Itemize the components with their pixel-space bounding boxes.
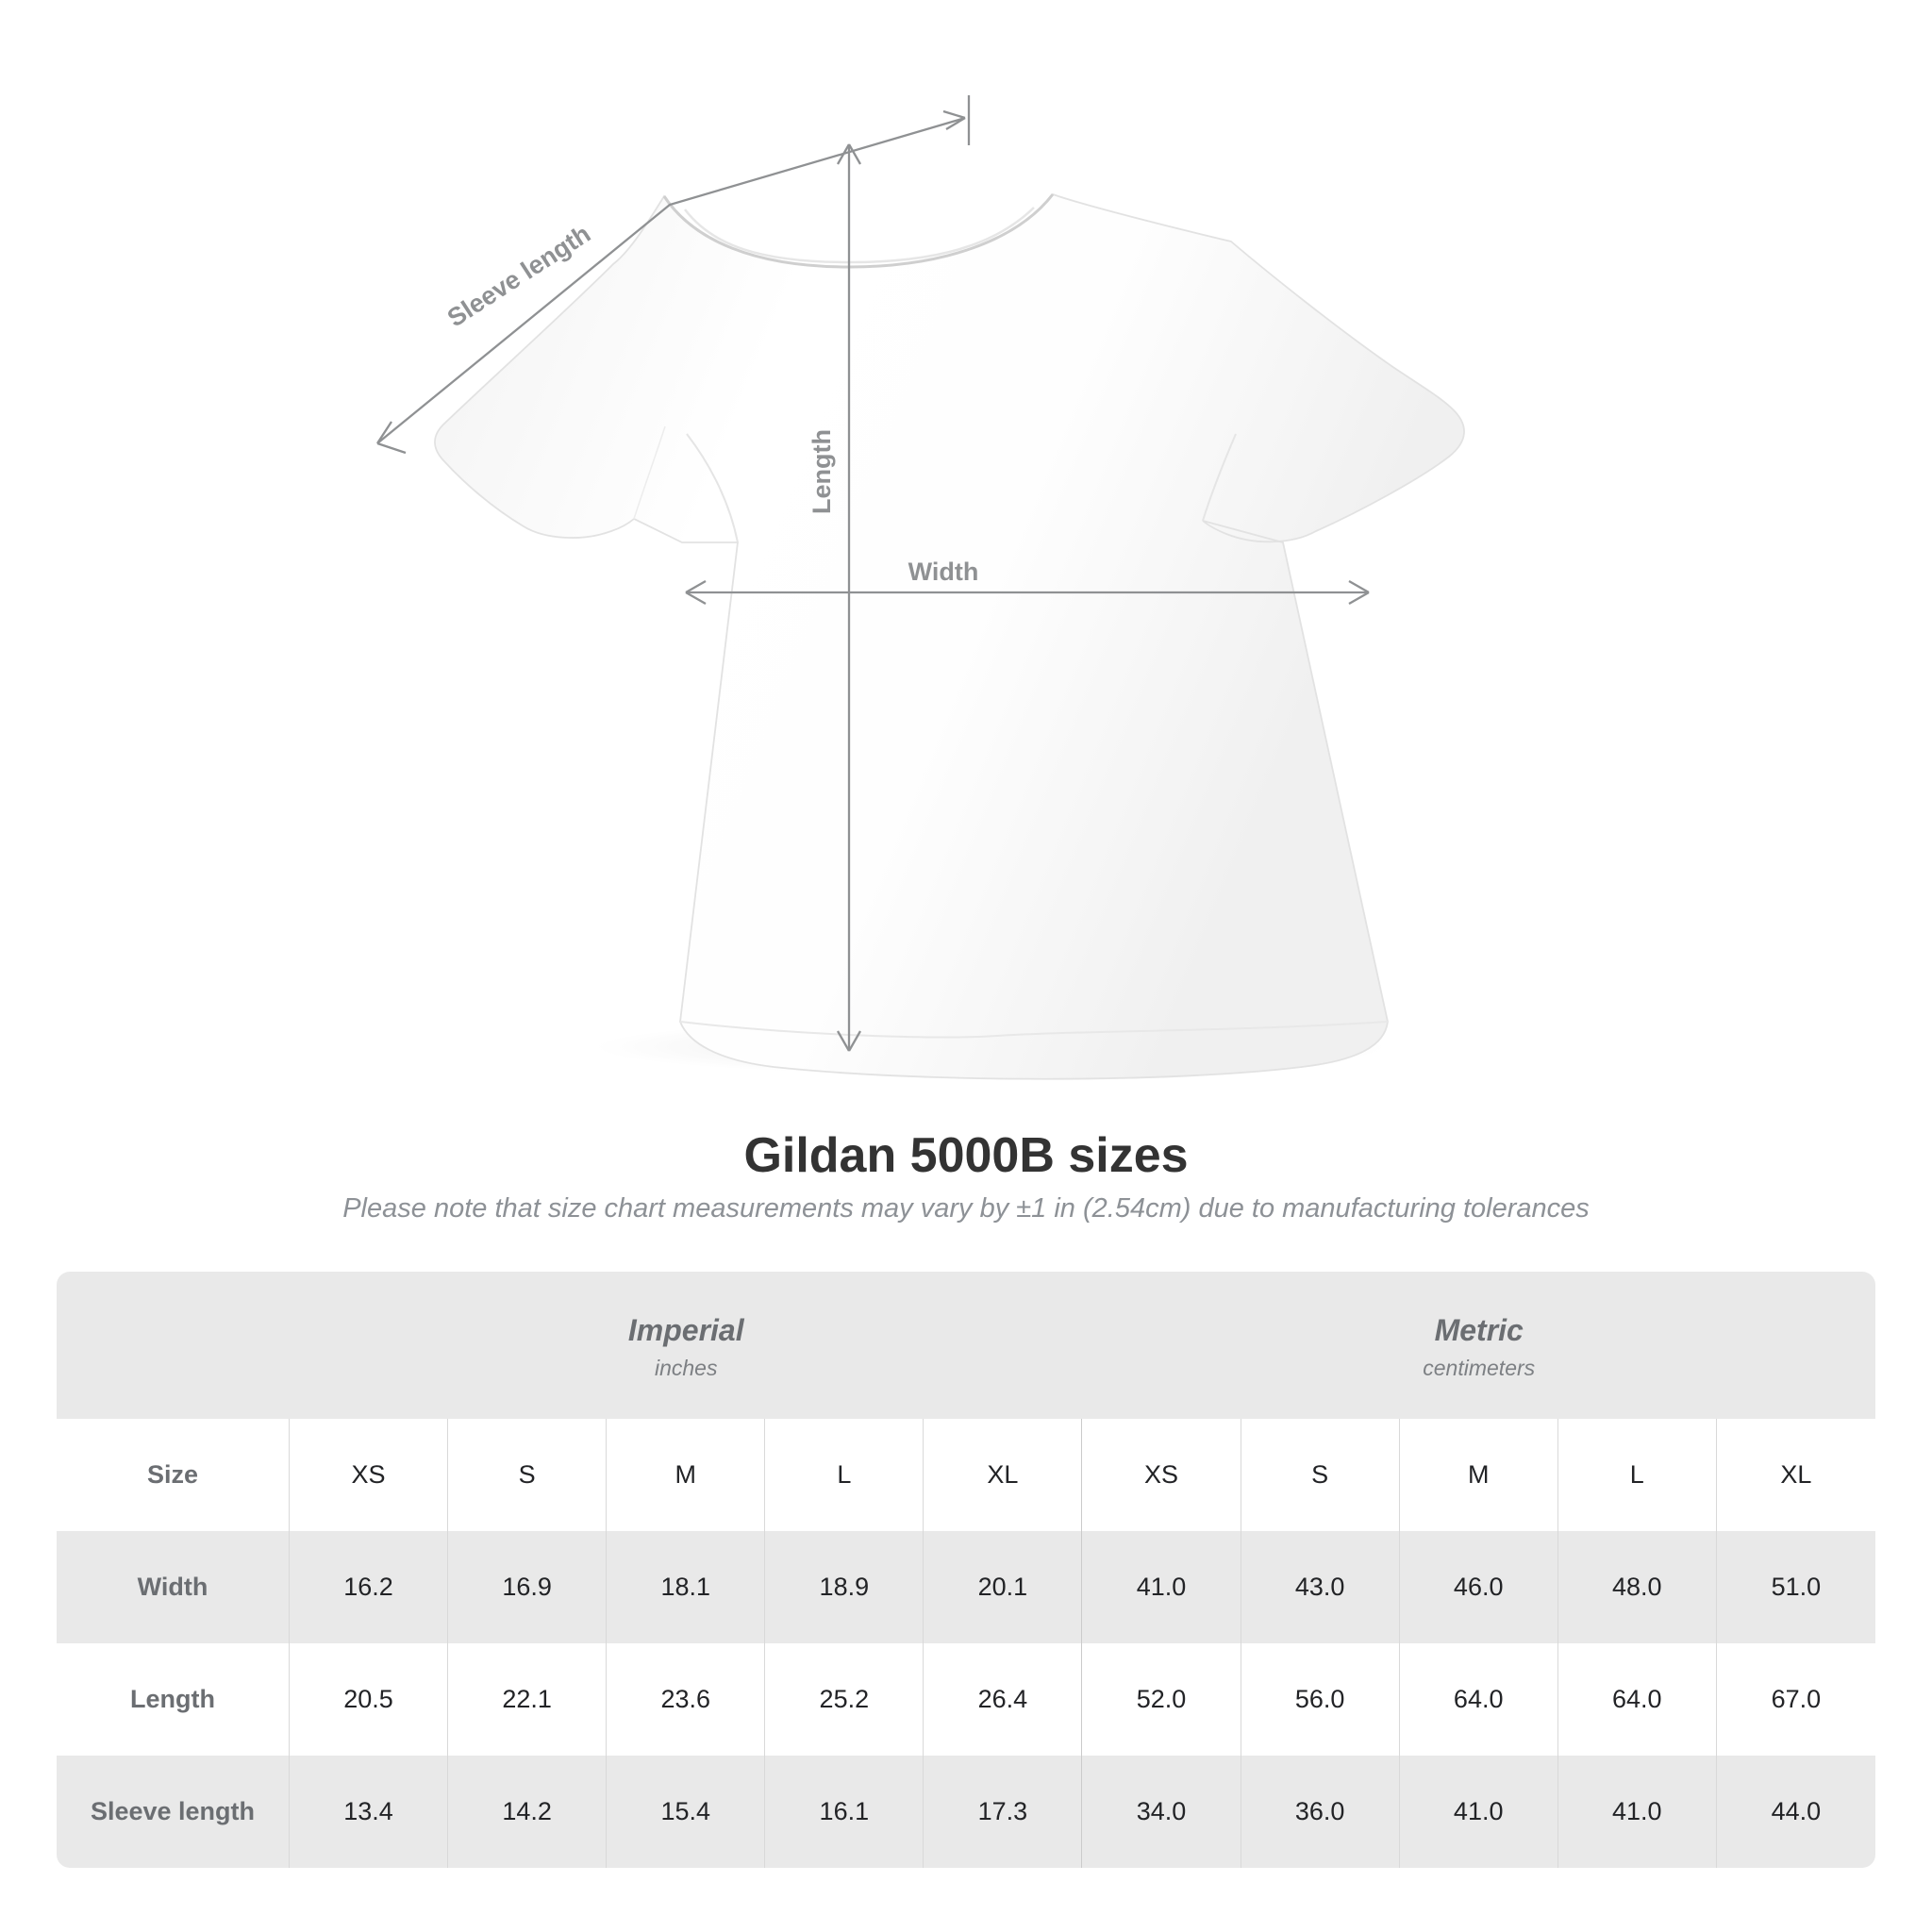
svg-text:Width: Width bbox=[908, 558, 979, 586]
svg-text:Length: Length bbox=[808, 429, 836, 514]
